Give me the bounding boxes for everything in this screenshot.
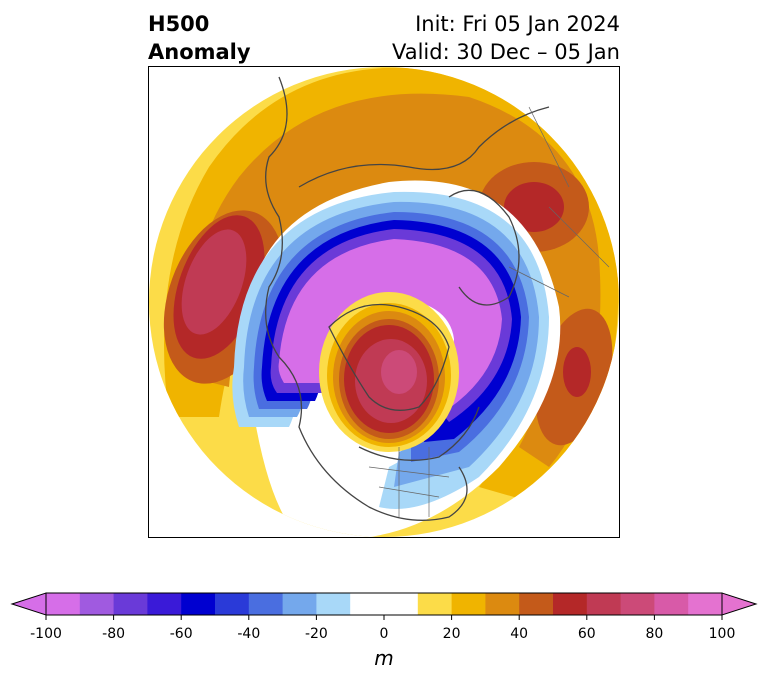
colorbar-tick-label: 40: [510, 626, 529, 642]
title-variable: H500: [148, 12, 210, 36]
colorbar-extend-left: [12, 593, 46, 615]
colorbar-swatch: [553, 593, 588, 615]
colorbar-tick-label: -20: [304, 626, 328, 642]
colorbar-tick-label: 0: [379, 626, 389, 642]
colorbar-swatch: [181, 593, 216, 615]
colorbar-extend-right: [722, 593, 756, 615]
coastline-asia: [298, 106, 550, 188]
colorbar-tick-label: 100: [708, 626, 736, 642]
map-panel: [148, 66, 620, 538]
colorbar-swatch: [79, 593, 115, 615]
coastline-arctic: [328, 303, 450, 411]
colorbar-swatch: [688, 593, 723, 615]
colorbar-swatch: [147, 593, 182, 615]
colorbar-unit: m: [374, 646, 394, 670]
colorbar-swatch: [46, 593, 81, 615]
colorbar-swatch: [113, 593, 148, 615]
title-field: Anomaly: [148, 40, 251, 64]
coastline-americas: [265, 76, 468, 521]
colorbar-tick-label: -40: [237, 626, 261, 642]
colorbar-tick-label: -60: [169, 626, 193, 642]
field-band-pos70-center: [381, 350, 417, 394]
anomaly-field: [149, 67, 619, 537]
title-right: Init: Fri 05 Jan 2024 Valid: 30 Dec – 05…: [392, 10, 620, 66]
colorbar-swatch: [350, 593, 385, 615]
colorbar-swatch: [654, 593, 689, 615]
colorbar-swatch: [215, 593, 250, 615]
anomaly-map: [149, 67, 619, 537]
colorbar-tick-label: 20: [442, 626, 461, 642]
colorbar-swatches: [46, 593, 723, 615]
colorbar-tick-label: -100: [30, 626, 62, 642]
colorbar-swatch: [282, 593, 317, 615]
colorbar-swatch: [384, 593, 419, 615]
field-band-pos60-west: [181, 229, 247, 335]
colorbar-swatch: [417, 593, 453, 615]
coastline-europe: [448, 189, 520, 306]
colorbar-outline-right: [721, 592, 758, 616]
colorbar-swatch: [451, 593, 486, 615]
title-valid: Valid: 30 Dec – 05 Jan: [391, 40, 620, 64]
field-band-pos50-ne: [504, 182, 564, 232]
colorbar-swatch: [586, 593, 622, 615]
colorbar-tick-label: -80: [102, 626, 126, 642]
colorbar-outline-left: [10, 592, 47, 616]
colorbar-swatch: [519, 593, 554, 615]
title-left: H500 Anomaly: [148, 10, 251, 66]
colorbar-swatch: [248, 593, 284, 615]
colorbar-tick-label: 60: [577, 626, 596, 642]
colorbar-swatch: [485, 593, 520, 615]
field-band-pos50-east: [563, 347, 591, 397]
coastline-hudson: [358, 406, 480, 461]
colorbar-swatch: [316, 593, 351, 615]
colorbar-tick-label: 80: [645, 626, 664, 642]
title-init: Init: Fri 05 Jan 2024: [415, 12, 620, 36]
colorbar: [10, 592, 758, 620]
colorbar-swatch: [620, 593, 655, 615]
political-borders: [368, 106, 610, 517]
border-lines-na: [368, 447, 450, 517]
coastlines: [265, 76, 550, 521]
border-lines-eurasia: [508, 106, 610, 298]
colorbar-ticks: [45, 615, 723, 620]
